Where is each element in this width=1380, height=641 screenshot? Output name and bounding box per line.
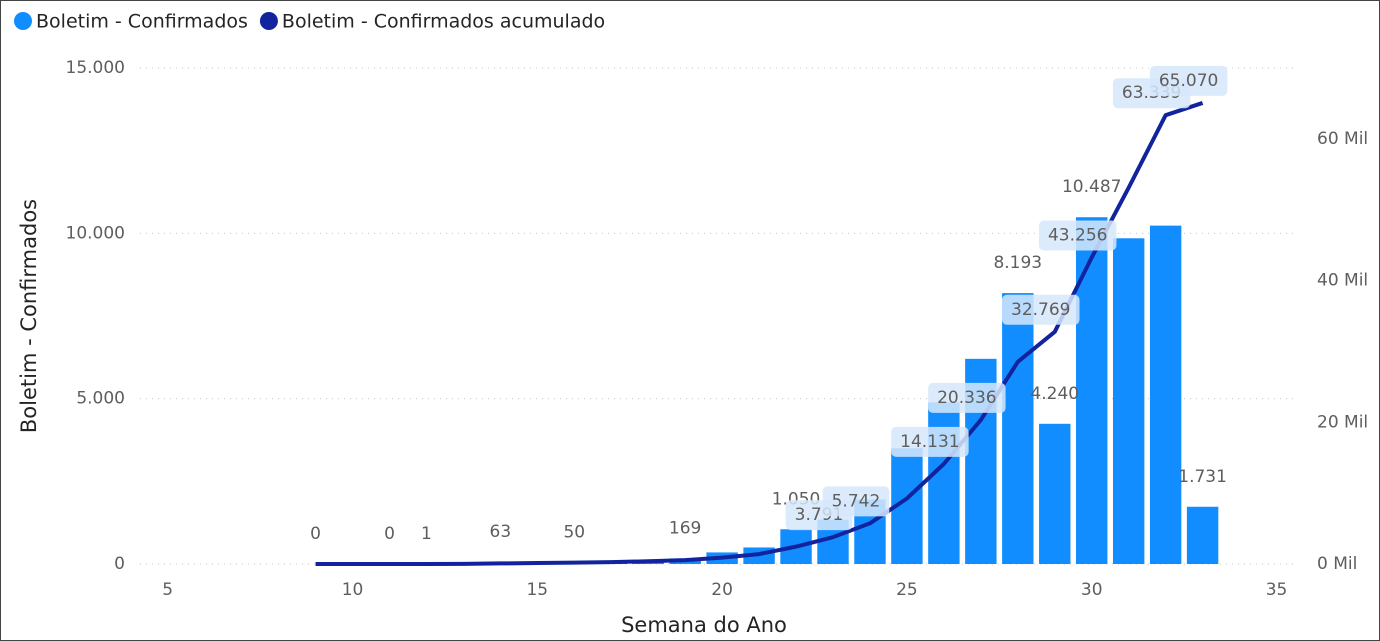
- data-label: 0: [310, 524, 321, 544]
- y2-tick-label: 20 Mil: [1317, 412, 1368, 432]
- x-tick-label: 20: [711, 580, 733, 600]
- bar: [1149, 225, 1182, 565]
- legend-label: Boletim - Confirmados acumulado: [282, 11, 605, 33]
- x-tick-label: 15: [526, 580, 548, 600]
- x-tick-label: 30: [1081, 580, 1103, 600]
- data-label: 14.131: [900, 432, 959, 452]
- x-tick-label: 10: [342, 580, 364, 600]
- data-label-box: [928, 382, 1006, 413]
- legend-label: Boletim - Confirmados: [36, 11, 248, 33]
- data-label-box: [1149, 65, 1228, 96]
- x-tick-label: 25: [896, 580, 918, 600]
- y-tick-label: 15.000: [66, 58, 125, 78]
- data-label: 10.487: [1062, 177, 1121, 197]
- bar: [1186, 506, 1219, 564]
- legend-marker: [259, 12, 278, 30]
- data-label: 4.240: [1030, 384, 1079, 404]
- data-label-box: [891, 426, 969, 457]
- y-tick-label: 0: [114, 554, 125, 574]
- data-label: 5.742: [832, 491, 881, 511]
- data-label-box: [822, 486, 890, 517]
- data-label: 65.070: [1159, 71, 1218, 91]
- line: [315, 101, 1204, 566]
- data-label: 20.336: [937, 388, 996, 408]
- data-label: 43.256: [1048, 226, 1107, 246]
- y-tick-label: 10.000: [66, 223, 125, 243]
- x-tick-label: 5: [162, 580, 173, 600]
- y-tick-label: 5.000: [76, 389, 125, 409]
- data-label: 1: [421, 524, 432, 544]
- data-label: 63: [490, 522, 512, 542]
- data-label-box: [1002, 294, 1080, 325]
- x-axis-title: Semana do Ano: [621, 613, 787, 637]
- bar: [1112, 238, 1145, 564]
- x-tick-label: 35: [1266, 580, 1288, 600]
- data-label-box: [1038, 220, 1117, 251]
- data-label: 0: [384, 524, 395, 544]
- bar: [1076, 217, 1108, 565]
- data-label: 32.769: [1011, 300, 1070, 320]
- data-label: 1.731: [1178, 467, 1227, 487]
- y2-tick-label: 60 Mil: [1317, 129, 1368, 149]
- bar: [1039, 423, 1071, 564]
- bar: [928, 402, 960, 564]
- bar: [1002, 293, 1034, 564]
- y-axis-title: Boletim - Confirmados: [17, 199, 41, 433]
- y2-tick-label: 40 Mil: [1317, 271, 1368, 291]
- data-label: 169: [669, 518, 701, 538]
- data-label: 8.193: [993, 253, 1042, 273]
- y2-tick-label: 0 Mil: [1317, 554, 1357, 574]
- legend-marker: [14, 12, 32, 30]
- data-label: 50: [563, 522, 585, 542]
